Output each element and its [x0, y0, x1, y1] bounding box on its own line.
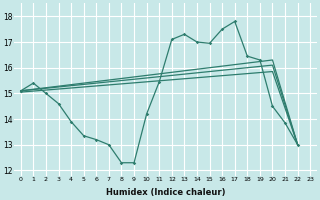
X-axis label: Humidex (Indice chaleur): Humidex (Indice chaleur) — [106, 188, 225, 197]
